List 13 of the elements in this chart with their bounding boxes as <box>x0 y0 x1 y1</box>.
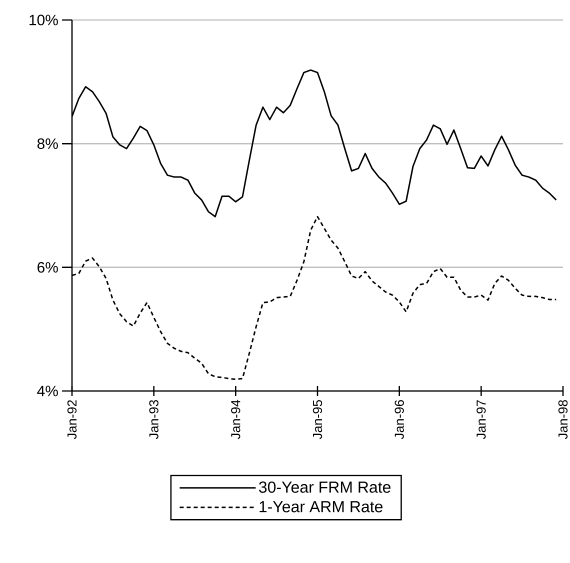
x-tick-label: Jan-98 <box>558 400 568 440</box>
legend-label: 1-Year ARM Rate <box>260 501 382 512</box>
x-tick-label: Jan-96 <box>394 400 404 440</box>
x-tick-label: Jan-94 <box>231 400 240 440</box>
y-tick-label: 4% <box>37 386 58 396</box>
y-tick-label: 8% <box>37 138 58 149</box>
y-tick-label: 6% <box>38 262 58 273</box>
x-tick-label: Jan-95 <box>312 400 322 440</box>
legend-label: 30-Year FRM Rate <box>259 482 390 493</box>
x-tick-label: Jan-92 <box>67 400 77 440</box>
x-tick-label: Jan-97 <box>476 400 486 440</box>
x-tick-label: Jan-93 <box>149 400 158 440</box>
y-tick-label: 10% <box>30 14 58 26</box>
